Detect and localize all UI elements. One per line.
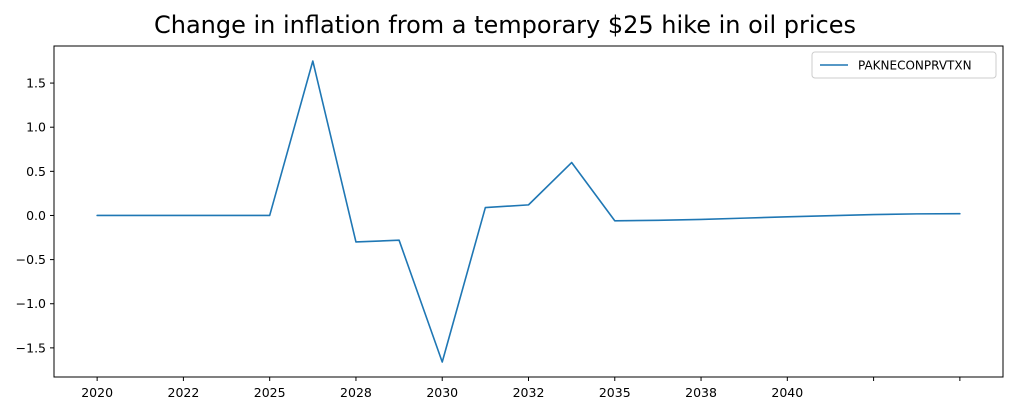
legend-box — [811, 51, 997, 79]
x-tick-label: 2025 — [254, 385, 286, 400]
x-axis: 2020 2022 2025 2028 2030 2032 2035 2038 2040 — [81, 377, 961, 400]
x-tick-label: 2040 — [771, 385, 803, 400]
y-tick-label: −1.0 — [16, 296, 46, 311]
x-tick-label: 2028 — [340, 385, 372, 400]
x-tick-label: 2020 — [81, 385, 113, 400]
y-tick-label: −1.5 — [16, 340, 46, 355]
y-tick-label: 1.5 — [26, 76, 46, 91]
series-layer — [96, 60, 961, 363]
x-tick-label: 2032 — [513, 385, 545, 400]
series-line-0 — [96, 60, 961, 363]
x-tick-label: 2035 — [599, 385, 631, 400]
y-tick-label: 0.0 — [26, 208, 46, 223]
y-tick-label: 1.0 — [26, 120, 46, 135]
y-tick-label: 0.5 — [26, 164, 46, 179]
x-tick-label: 2030 — [426, 385, 458, 400]
y-axis: −1.5 −1.0 −0.5 0.0 0.5 1.0 1.5 — [16, 76, 54, 355]
y-tick-label: −0.5 — [16, 252, 46, 267]
legend: PAKNECONPRVTXN — [811, 51, 997, 79]
plot-frame — [53, 45, 1004, 378]
legend-label: PAKNECONPRVTXN — [858, 59, 972, 73]
x-tick-label: 2022 — [168, 385, 200, 400]
x-tick-label: 2038 — [685, 385, 717, 400]
chart-title: Change in inflation from a temporary $25… — [154, 11, 856, 39]
